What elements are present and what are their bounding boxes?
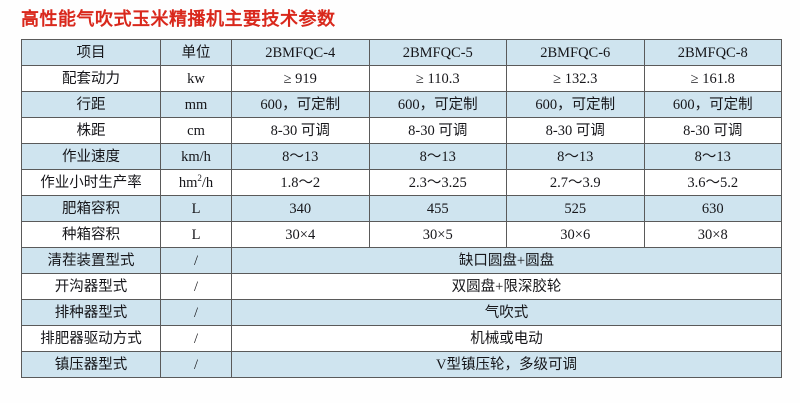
row-label: 株距 (21, 117, 161, 144)
column-header-model-1: 2BMFQC-4 (231, 39, 370, 66)
table-header-row: 项目 单位 2BMFQC-4 2BMFQC-5 2BMFQC-6 2BMFQC-8 (21, 39, 782, 66)
row-unit: / (160, 247, 232, 274)
row-value-model-1: 8～13 (231, 143, 370, 170)
row-value-model-3: 2.7～3.9 (506, 169, 645, 196)
specifications-table: 项目 单位 2BMFQC-4 2BMFQC-5 2BMFQC-6 2BMFQC-8 配套动力… (21, 39, 782, 378)
row-merged-value: 机械或电动 (231, 325, 782, 352)
row-unit: km/h (160, 143, 232, 170)
row-value-model-2: 8～13 (368, 143, 507, 170)
row-label: 排种器型式 (21, 299, 161, 326)
table-row: 作业小时生产率 hm2/h 1.8～2 2.3～3.25 2.7～3.9 3.6～5.2 (21, 169, 782, 196)
row-value-model-3: 30×6 (506, 221, 645, 248)
row-value-model-1: 30×4 (231, 221, 370, 248)
column-header-model-3: 2BMFQC-6 (506, 39, 645, 66)
table-row: 排肥器驱动方式 / 机械或电动 (21, 325, 782, 352)
row-value-model-1: 8-30 可调 (231, 117, 370, 144)
row-value-model-4: 30×8 (643, 221, 782, 248)
table-row: 配套动力 kw ≥ 919 ≥ 110.3 ≥ 132.3 ≥ 161.8 (21, 65, 782, 92)
row-label: 作业速度 (21, 143, 161, 170)
row-merged-value: 气吹式 (231, 299, 782, 326)
row-unit: / (160, 299, 232, 326)
page-title: 高性能气吹式玉米精播机主要技术参数 (21, 9, 336, 29)
table-row: 行距 mm 600，可定制 600，可定制 600，可定制 600，可定制 (21, 91, 782, 118)
row-value-model-1: ≥ 919 (231, 65, 370, 92)
row-value-model-4: 3.6～5.2 (643, 169, 782, 196)
row-label: 清茬装置型式 (21, 247, 161, 274)
row-unit: / (160, 325, 232, 352)
table-row: 肥箱容积 L 340 455 525 630 (21, 195, 782, 222)
row-value-model-3: 8-30 可调 (506, 117, 645, 144)
row-value-model-2: 455 (368, 195, 507, 222)
row-merged-value: 双圆盘+限深胶轮 (231, 273, 782, 300)
row-value-model-2: 600，可定制 (368, 91, 507, 118)
table-row: 种箱容积 L 30×4 30×5 30×6 30×8 (21, 221, 782, 248)
row-value-model-1: 340 (231, 195, 370, 222)
table-body: 项目 单位 2BMFQC-4 2BMFQC-5 2BMFQC-6 2BMFQC-8 配套动力… (21, 39, 782, 378)
row-value-model-2: ≥ 110.3 (368, 65, 507, 92)
row-unit: cm (160, 117, 232, 144)
table-row: 清茬装置型式 / 缺口圆盘+圆盘 (21, 247, 782, 274)
table-row: 作业速度 km/h 8～13 8～13 8～13 8～13 (21, 143, 782, 170)
row-label: 镇压器型式 (21, 351, 161, 378)
row-value-model-3: 525 (506, 195, 645, 222)
row-unit: / (160, 351, 232, 378)
row-value-model-3: 600，可定制 (506, 91, 645, 118)
row-value-model-4: 630 (643, 195, 782, 222)
row-label: 配套动力 (21, 65, 161, 92)
column-header-unit: 单位 (160, 39, 232, 66)
row-unit: mm (160, 91, 232, 118)
row-merged-value: 缺口圆盘+圆盘 (231, 247, 782, 274)
row-label: 作业小时生产率 (21, 169, 161, 196)
row-value-model-3: ≥ 132.3 (506, 65, 645, 92)
column-header-item: 项目 (21, 39, 161, 66)
table-row: 开沟器型式 / 双圆盘+限深胶轮 (21, 273, 782, 300)
row-value-model-2: 8-30 可调 (368, 117, 507, 144)
column-header-model-4: 2BMFQC-8 (643, 39, 782, 66)
row-label: 种箱容积 (21, 221, 161, 248)
row-value-model-1: 600，可定制 (231, 91, 370, 118)
row-unit: kw (160, 65, 232, 92)
row-label: 肥箱容积 (21, 195, 161, 222)
row-value-model-4: 600，可定制 (643, 91, 782, 118)
row-label: 行距 (21, 91, 161, 118)
column-header-model-2: 2BMFQC-5 (368, 39, 507, 66)
spec-table-container: 项目 单位 2BMFQC-4 2BMFQC-5 2BMFQC-6 2BMFQC-8 配套动力… (21, 39, 782, 378)
row-value-model-3: 8～13 (506, 143, 645, 170)
row-unit: L (160, 195, 232, 222)
row-value-model-2: 30×5 (368, 221, 507, 248)
row-value-model-1: 1.8～2 (231, 169, 370, 196)
row-value-model-2: 2.3～3.25 (368, 169, 507, 196)
row-unit: hm2/h (160, 169, 232, 196)
row-value-model-4: 8-30 可调 (643, 117, 782, 144)
row-value-model-4: 8～13 (643, 143, 782, 170)
table-row: 镇压器型式 / V型镇压轮，多级可调 (21, 351, 782, 378)
row-label: 排肥器驱动方式 (21, 325, 161, 352)
row-unit: / (160, 273, 232, 300)
row-label: 开沟器型式 (21, 273, 161, 300)
row-value-model-4: ≥ 161.8 (643, 65, 782, 92)
table-row: 排种器型式 / 气吹式 (21, 299, 782, 326)
row-unit: L (160, 221, 232, 248)
table-row: 株距 cm 8-30 可调 8-30 可调 8-30 可调 8-30 可调 (21, 117, 782, 144)
row-merged-value: V型镇压轮，多级可调 (231, 351, 782, 378)
